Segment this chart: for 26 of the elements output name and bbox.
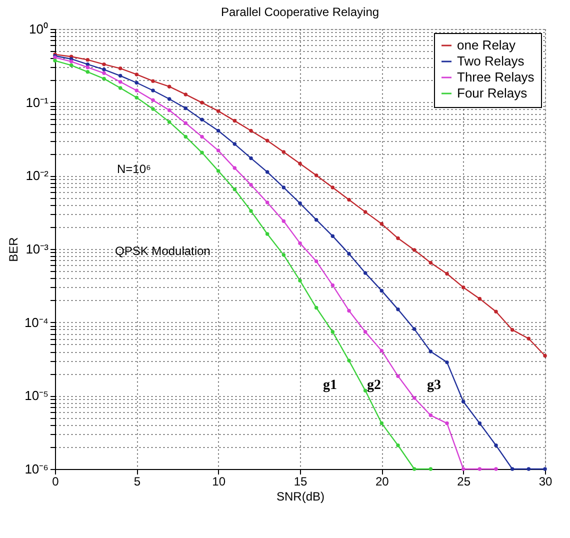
annotation: g1 <box>323 378 337 393</box>
annotation: QPSK Modulation <box>115 244 210 258</box>
annotation: g2 <box>367 378 381 393</box>
y-tick-label: 10⁻⁴ <box>24 314 48 330</box>
x-tick-label: 10 <box>212 474 226 488</box>
x-tick-label: 25 <box>457 474 471 488</box>
y-axis-title: BER <box>6 236 20 262</box>
x-axis-title: SNR(dB) <box>276 490 325 504</box>
x-tick-label: 0 <box>52 474 60 488</box>
annotation: g3 <box>427 378 441 393</box>
x-tick-label: 30 <box>538 474 552 488</box>
annotation: N=10⁶ <box>117 162 152 176</box>
y-tick-label: 10⁻⁶ <box>24 462 48 476</box>
y-tick-label: 10⁻¹ <box>26 94 50 110</box>
y-tick-label: 10⁻⁵ <box>24 388 48 404</box>
legend-label: Two Relays <box>457 54 525 68</box>
legend-label: one Relay <box>457 38 516 52</box>
y-tick-label: 10⁻³ <box>26 242 50 256</box>
chart-title: Parallel Cooperative Relaying <box>220 5 380 19</box>
x-tick-label: 20 <box>375 474 390 488</box>
legend-label: Four Relays <box>457 86 528 100</box>
x-tick-label: 5 <box>134 474 141 488</box>
x-tick-label: 15 <box>294 474 308 488</box>
y-tick-label: 10⁻² <box>26 168 50 184</box>
y-tick-label: 10⁰ <box>29 22 48 36</box>
legend-label: Three Relays <box>457 70 535 84</box>
